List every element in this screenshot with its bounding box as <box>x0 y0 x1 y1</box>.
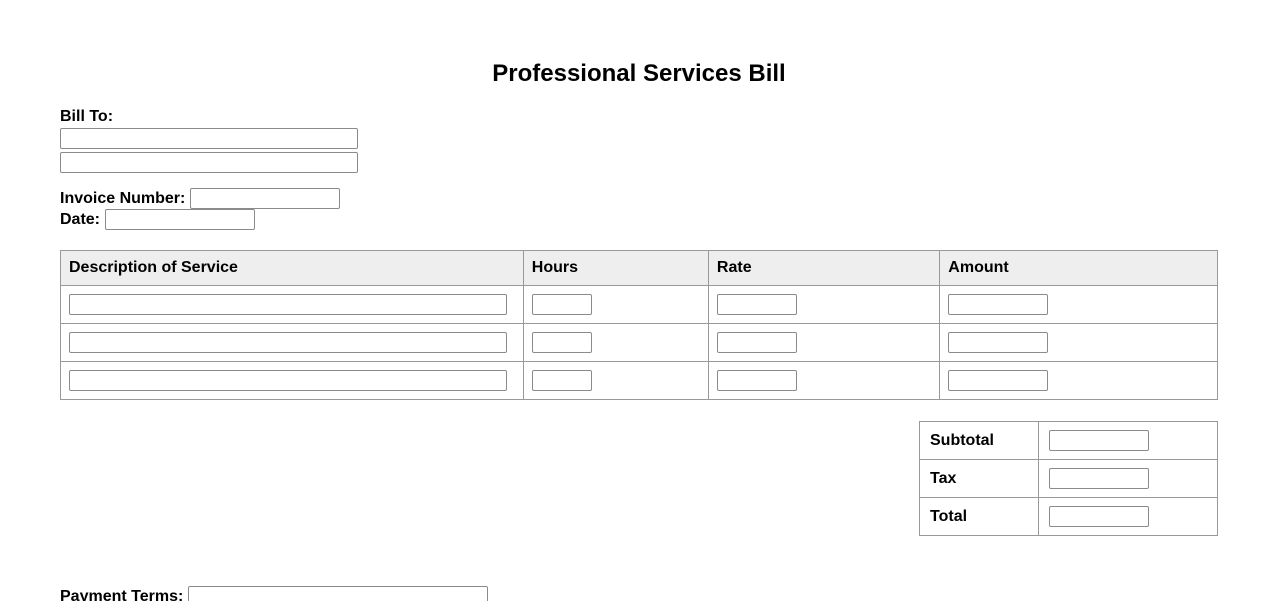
bill-to-label: Bill To: <box>60 108 114 125</box>
tax-label: Tax <box>919 459 1039 498</box>
payment-terms-row: Payment Terms: <box>60 586 1218 601</box>
header-hours: Hours <box>522 250 709 286</box>
total-row: Total <box>919 497 1218 536</box>
date-row: Date: <box>60 209 1218 230</box>
invoice-number-input[interactable] <box>190 188 341 209</box>
invoice-number-label: Invoice Number: <box>60 189 186 207</box>
service-row-3 <box>60 361 1218 400</box>
subtotal-input[interactable] <box>1049 430 1149 451</box>
header-description-of-service: Description of Service <box>60 250 524 286</box>
bill-to-block <box>60 128 1218 173</box>
service-hours-input-2[interactable] <box>531 332 592 353</box>
page-title: Professional Services Bill <box>492 60 786 87</box>
date-input[interactable] <box>105 209 256 230</box>
service-rate-input-2[interactable] <box>716 332 797 353</box>
service-row-2 <box>60 323 1218 362</box>
date-label: Date: <box>60 210 101 228</box>
subtotal-label: Subtotal <box>919 421 1039 460</box>
service-description-input-1[interactable] <box>69 294 507 315</box>
service-rate-input-1[interactable] <box>716 294 797 315</box>
service-amount-input-3[interactable] <box>948 370 1049 391</box>
total-label: Total <box>919 497 1039 536</box>
service-amount-input-2[interactable] <box>948 332 1049 353</box>
subtotal-row: Subtotal <box>919 421 1218 460</box>
service-amount-input-1[interactable] <box>948 294 1049 315</box>
header-amount: Amount <box>939 250 1218 286</box>
invoice-number-row: Invoice Number: <box>60 188 1218 209</box>
bill-to-line1-input[interactable] <box>60 128 358 149</box>
tax-row: Tax <box>919 459 1218 498</box>
service-hours-input-3[interactable] <box>531 370 592 391</box>
services-table: Description of Service Hours Rate Amount <box>60 250 1218 400</box>
summary-table: Subtotal Tax Total <box>919 421 1218 536</box>
bill-to-line2-input[interactable] <box>60 152 358 173</box>
payment-terms-label: Payment Terms: <box>60 587 184 601</box>
total-input[interactable] <box>1049 506 1149 527</box>
service-description-input-2[interactable] <box>69 332 507 353</box>
service-hours-input-1[interactable] <box>531 294 592 315</box>
service-description-input-3[interactable] <box>69 370 507 391</box>
services-header-row: Description of Service Hours Rate Amount <box>60 250 1218 286</box>
service-rate-input-3[interactable] <box>716 370 797 391</box>
tax-input[interactable] <box>1049 468 1149 489</box>
payment-terms-input[interactable] <box>188 586 489 601</box>
service-row-1 <box>60 285 1218 324</box>
header-rate: Rate <box>707 250 941 286</box>
